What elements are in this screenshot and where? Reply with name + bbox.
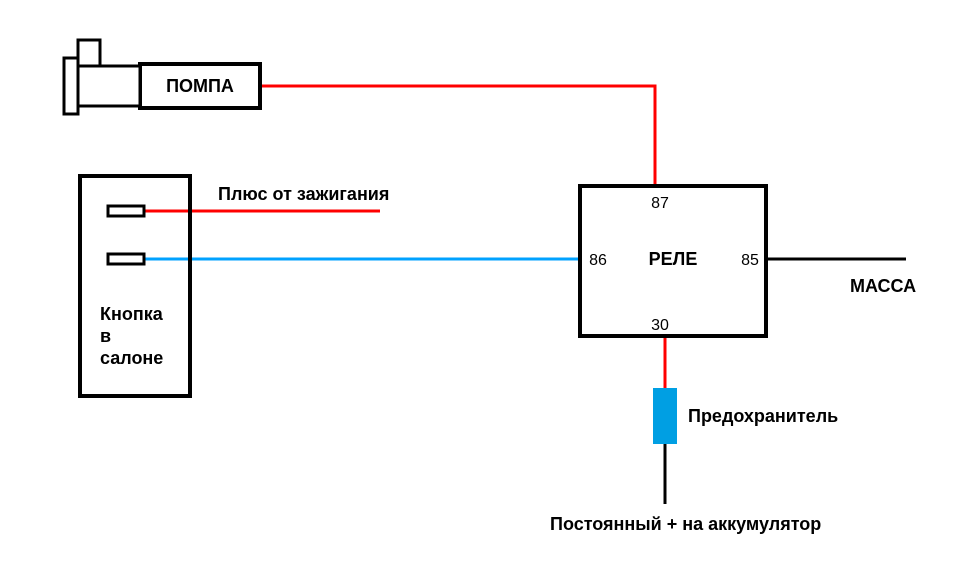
pump-barrel	[78, 66, 140, 106]
relay-pin-30: 30	[651, 317, 669, 334]
ignition-plus-label: Плюс от зажигания	[218, 184, 389, 204]
button-terminal-1	[108, 206, 144, 216]
relay-pin-85: 85	[741, 252, 759, 269]
pump-label: ПОМПА	[166, 76, 234, 96]
wiring-diagram: ПОМПА Кнопкавсалоне Плюс от зажигания РЕЛЕ 8…	[0, 0, 960, 575]
relay-label: РЕЛЕ	[649, 249, 698, 269]
pump-to-relay-87	[260, 86, 655, 186]
ground-label: МАССА	[850, 276, 916, 296]
fuse	[653, 388, 677, 444]
button-box-label-1: в	[100, 326, 111, 346]
relay-pin-86: 86	[589, 252, 607, 269]
battery-plus-label: Постоянный + на аккумулятор	[550, 514, 821, 534]
button-terminal-2	[108, 254, 144, 264]
relay-pin-87: 87	[651, 195, 669, 212]
pump-nozzle	[78, 40, 100, 66]
button-box-label-0: Кнопка	[100, 304, 164, 324]
fuse-label: Предохранитель	[688, 406, 838, 426]
pump-cap	[64, 58, 78, 114]
button-box-label-2: салоне	[100, 348, 163, 368]
